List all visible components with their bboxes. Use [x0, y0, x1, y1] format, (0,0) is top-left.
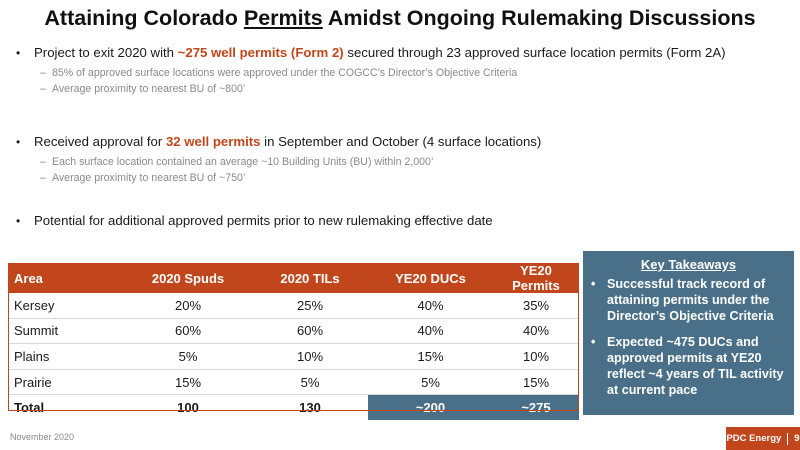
cell-ducs: 40%	[368, 318, 493, 345]
cell-spuds: 15%	[124, 369, 252, 396]
takeaway-item-1-text: Successful track record of attaining per…	[607, 277, 774, 323]
table-header-row: Area 2020 Spuds 2020 TILs YE20 DUCs YE20…	[8, 263, 579, 293]
cell-permits: 40%	[493, 318, 579, 345]
table-row: Prairie 15% 5% 5% 15%	[8, 369, 579, 396]
takeaway-item: • Expected ~475 DUCs and approved permit…	[591, 334, 786, 398]
bullet-1: • Project to exit 2020 with ~275 well pe…	[16, 44, 786, 62]
sub-bullet-2-2: – Average proximity to nearest BU of ~75…	[16, 170, 786, 186]
footer-date: November 2020	[10, 432, 75, 442]
bullet-dot-icon: •	[591, 277, 596, 291]
cell-permits: 10%	[493, 343, 579, 370]
header-area: Area	[8, 263, 124, 293]
key-takeaways-header: Key Takeaways	[640, 257, 737, 272]
bullet-group-3: • Potential for additional approved perm…	[16, 212, 786, 230]
bullet-2-highlight: 32 well permits	[165, 134, 261, 149]
sub-bullet-1-1-text: 85% of approved surface locations were a…	[52, 67, 518, 79]
cell-spuds: 20%	[124, 293, 252, 319]
table-total-row: Total 100 130 ~200 ~275	[8, 394, 579, 420]
cell-spuds: 60%	[124, 318, 252, 345]
bullet-2-post: in September and October (4 surface loca…	[260, 134, 542, 149]
header-tils: 2020 TILs	[252, 263, 368, 293]
cell-spuds: 5%	[124, 343, 252, 370]
bullet-1-highlight: ~275 well permits (Form 2)	[177, 45, 344, 60]
header-spuds: 2020 Spuds	[124, 263, 252, 293]
dash-icon: –	[40, 172, 46, 184]
dash-icon: –	[40, 156, 46, 168]
takeaway-item-2-text: Expected ~475 DUCs and approved permits …	[607, 335, 784, 397]
table-row: Kersey 20% 25% 40% 35%	[8, 293, 579, 319]
cell-area: Plains	[8, 343, 124, 370]
cell-area: Prairie	[8, 369, 124, 396]
bullet-1-post: secured through 23 approved surface loca…	[343, 45, 726, 60]
bullet-group-2: • Received approval for 32 well permits …	[16, 133, 786, 186]
sub-bullet-2-1: – Each surface location contained an ave…	[16, 154, 786, 170]
header-permits: YE20 Permits	[493, 263, 579, 293]
bullet-3-text: Potential for additional approved permit…	[34, 213, 493, 228]
bullet-dot-icon: •	[16, 214, 21, 228]
title-underlined: Permits	[243, 6, 323, 30]
cell-tils: 130	[252, 394, 368, 420]
cell-ducs: 40%	[368, 293, 493, 319]
title-part2: Amidst Ongoing Rulemaking Discussions	[322, 6, 756, 30]
cell-spuds: 100	[124, 394, 252, 420]
cell-ducs: 5%	[368, 369, 493, 396]
bullet-dot-icon: •	[591, 335, 596, 349]
key-takeaways-box: Key Takeaways • Successful track record …	[583, 251, 794, 415]
header-ducs: YE20 DUCs	[368, 263, 493, 293]
cell-permits: ~275	[493, 394, 579, 420]
bullet-3: • Potential for additional approved perm…	[16, 212, 786, 230]
dash-icon: –	[40, 67, 46, 79]
cell-tils: 25%	[252, 293, 368, 319]
bullet-2: • Received approval for 32 well permits …	[16, 133, 786, 151]
sub-bullet-2-2-text: Average proximity to nearest BU of ~750’	[52, 172, 246, 184]
cell-ducs: 15%	[368, 343, 493, 370]
bullet-dot-icon: •	[16, 135, 21, 149]
bullet-group-1: • Project to exit 2020 with ~275 well pe…	[16, 44, 786, 97]
slide-title: Attaining Colorado Permits Amidst Ongoin…	[0, 6, 800, 31]
cell-permits: 15%	[493, 369, 579, 396]
table-row: Plains 5% 10% 15% 10%	[8, 343, 579, 370]
takeaway-item: • Successful track record of attaining p…	[591, 276, 786, 324]
footer-brand-name: PDC Energy	[726, 433, 782, 444]
bullet-dot-icon: •	[16, 46, 21, 60]
cell-area: Summit	[8, 318, 124, 345]
footer-separator	[787, 432, 789, 445]
permits-table: Area 2020 Spuds 2020 TILs YE20 DUCs YE20…	[8, 263, 579, 420]
sub-bullet-1-1: – 85% of approved surface locations were…	[16, 65, 786, 81]
sub-bullet-2-1-text: Each surface location contained an avera…	[52, 156, 434, 168]
dash-icon: –	[40, 83, 46, 95]
cell-ducs: ~200	[368, 394, 493, 420]
footer-brand-badge: PDC Energy 9	[726, 427, 800, 450]
cell-tils: 10%	[252, 343, 368, 370]
cell-area: Kersey	[8, 293, 124, 319]
bullet-1-pre: Project to exit 2020 with	[34, 45, 178, 60]
title-part1: Attaining Colorado	[44, 6, 244, 30]
sub-bullet-1-2-text: Average proximity to nearest BU of ~800’	[52, 83, 246, 95]
cell-permits: 35%	[493, 293, 579, 319]
bullet-2-pre: Received approval for	[34, 134, 166, 149]
sub-bullet-1-2: – Average proximity to nearest BU of ~80…	[16, 81, 786, 97]
footer-page-number: 9	[794, 433, 800, 444]
cell-tils: 60%	[252, 318, 368, 345]
cell-tils: 5%	[252, 369, 368, 396]
cell-area: Total	[8, 394, 124, 420]
table-row: Summit 60% 60% 40% 40%	[8, 318, 579, 345]
